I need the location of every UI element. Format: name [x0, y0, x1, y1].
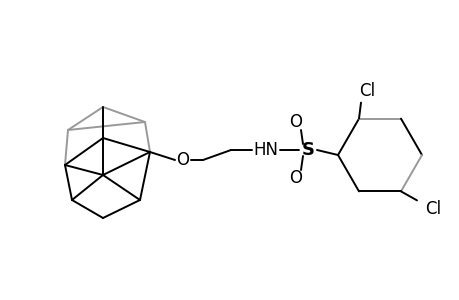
Text: Cl: Cl [358, 82, 374, 100]
Text: S: S [301, 141, 314, 159]
Text: Cl: Cl [424, 200, 440, 218]
Text: HN: HN [253, 141, 278, 159]
Text: O: O [176, 151, 189, 169]
Text: O: O [289, 169, 302, 187]
Text: O: O [289, 113, 302, 131]
